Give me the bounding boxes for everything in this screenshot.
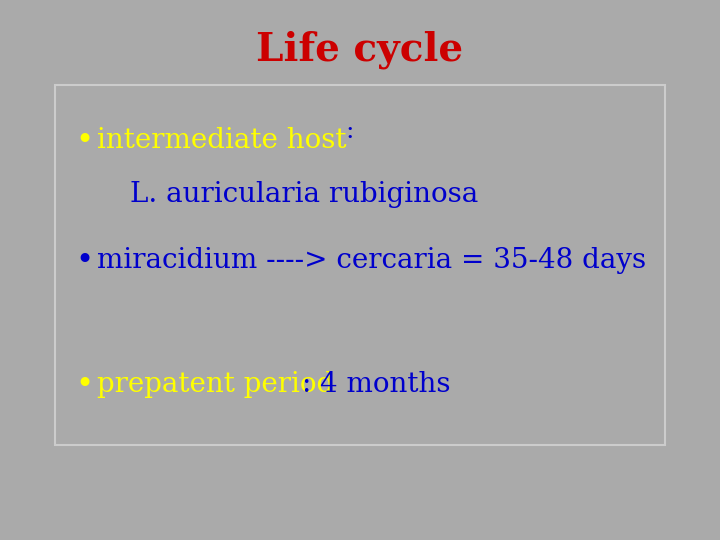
Text: miracidium ----> cercaria = 35-48 days: miracidium ----> cercaria = 35-48 days	[97, 246, 646, 273]
Text: •: •	[75, 246, 93, 274]
Text: 4 months: 4 months	[320, 372, 451, 399]
FancyBboxPatch shape	[55, 85, 665, 445]
Text: :: :	[302, 372, 320, 399]
Text: intermediate host: intermediate host	[97, 126, 346, 153]
Text: •: •	[75, 125, 93, 154]
Text: •: •	[75, 370, 93, 400]
Text: Life cycle: Life cycle	[256, 31, 464, 69]
Text: :: :	[345, 120, 354, 144]
Text: L. auricularia rubiginosa: L. auricularia rubiginosa	[130, 181, 478, 208]
Text: prepatent period: prepatent period	[97, 372, 334, 399]
